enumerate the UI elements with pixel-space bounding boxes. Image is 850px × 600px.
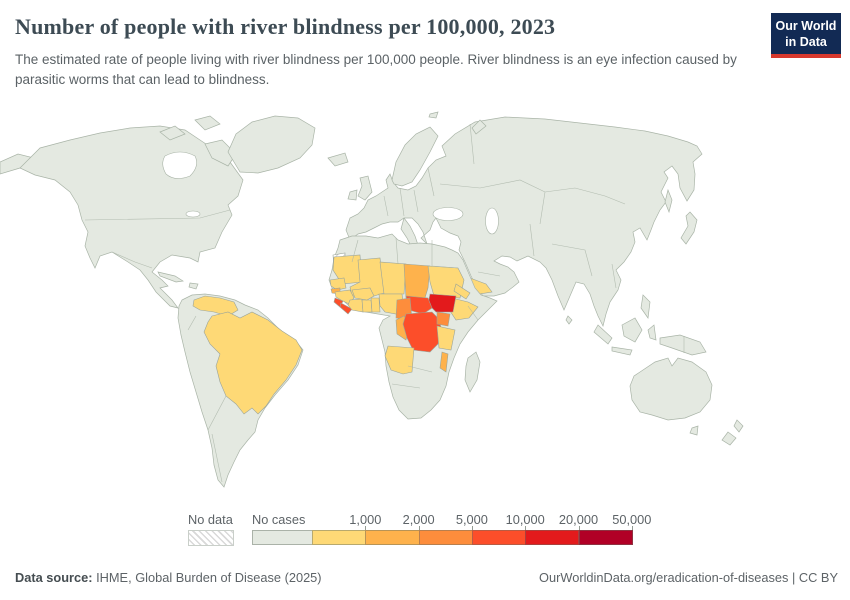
region-ireland[interactable] xyxy=(347,189,358,201)
great-lakes xyxy=(185,210,201,218)
country-malawi[interactable] xyxy=(439,351,449,373)
legend-tick xyxy=(365,526,367,530)
black-sea xyxy=(432,207,464,221)
country-ghana[interactable] xyxy=(361,299,373,313)
legend-bin-label-6: 50,000 xyxy=(612,512,652,527)
country-venezuela[interactable] xyxy=(192,295,239,317)
owid-logo: Our World in Data xyxy=(771,13,841,59)
country-uganda[interactable] xyxy=(436,311,451,327)
region-sumatra[interactable] xyxy=(593,324,613,345)
region-java[interactable] xyxy=(611,346,633,356)
region-borneo[interactable] xyxy=(621,317,643,343)
data-source-text: IHME, Global Burden of Disease (2025) xyxy=(92,570,322,585)
region-sulawesi[interactable] xyxy=(647,324,657,341)
legend-bin-label-5: 20,000 xyxy=(558,512,599,527)
region-madagascar[interactable] xyxy=(464,351,481,393)
country-togo-benin[interactable] xyxy=(370,297,381,313)
region-sakhalin[interactable] xyxy=(664,188,673,214)
legend-tick xyxy=(471,526,473,530)
map-legend: No data No cases 1,000 2,000 5,000 10,000 20,… xyxy=(0,512,850,554)
legend-color-bar: No cases 1,000 2,000 5,000 10,000 20,000 50,00… xyxy=(252,512,651,548)
country-angola[interactable] xyxy=(384,345,415,375)
region-philippines[interactable] xyxy=(640,294,651,319)
legend-no-data: No data xyxy=(188,512,234,546)
legend-bin-label-2: 2,000 xyxy=(402,512,435,527)
legend-tick xyxy=(578,526,580,530)
region-scandinavia[interactable] xyxy=(391,126,439,187)
world-map[interactable] xyxy=(0,104,850,508)
region-new-guinea[interactable] xyxy=(659,334,707,356)
chart-subtitle: The estimated rate of people living with… xyxy=(15,52,737,88)
country-niger[interactable] xyxy=(379,261,407,295)
legend-bin-4[interactable] xyxy=(471,530,527,545)
country-eritrea[interactable] xyxy=(453,283,471,300)
country-dr-congo[interactable] xyxy=(402,311,443,353)
legend-bin-label-3: 5,000 xyxy=(455,512,488,527)
region-sri-lanka[interactable] xyxy=(565,315,573,325)
region-united-kingdom[interactable] xyxy=(357,175,373,201)
region-greenland[interactable] xyxy=(227,115,316,174)
region-arctic-islands[interactable] xyxy=(159,115,237,167)
region-svalbard[interactable] xyxy=(428,111,439,119)
legend-tick xyxy=(631,526,633,530)
attribution-note: OurWorldinData.org/eradication-of-diseas… xyxy=(539,570,838,585)
country-borders xyxy=(84,123,685,483)
country-senegal[interactable] xyxy=(329,277,347,291)
region-caribbean[interactable] xyxy=(157,271,199,290)
owid-url: OurWorldinData.org/eradication-of-diseas… xyxy=(539,570,789,585)
legend-bin-6[interactable] xyxy=(578,530,633,545)
country-tanzania[interactable] xyxy=(436,325,456,351)
country-liberia[interactable] xyxy=(339,302,353,315)
page-title: Number of people with river blindness pe… xyxy=(15,14,556,39)
country-brazil[interactable] xyxy=(203,311,303,415)
no-data-swatch[interactable] xyxy=(188,530,234,546)
country-chad[interactable] xyxy=(403,263,431,302)
region-iceland[interactable] xyxy=(327,152,349,167)
legend-bin-5[interactable] xyxy=(525,530,580,545)
region-japan[interactable] xyxy=(680,211,698,245)
license-label: CC BY xyxy=(798,570,838,585)
legend-bin-3[interactable] xyxy=(418,530,473,545)
country-mauritania[interactable] xyxy=(332,254,363,285)
legend-bin-label-0: No cases xyxy=(252,512,306,527)
legend-tick xyxy=(525,526,527,530)
legend-bin-label-1: 1,000 xyxy=(349,512,382,527)
world-map-svg xyxy=(0,111,744,488)
legend-bin-2[interactable] xyxy=(365,530,420,545)
region-novaya-zemlya[interactable] xyxy=(471,119,487,135)
data-source-label: Data source: xyxy=(15,570,93,585)
region-eurasia[interactable] xyxy=(345,116,703,328)
owid-logo-line2: in Data xyxy=(785,34,827,49)
country-cote-divoire[interactable] xyxy=(347,298,364,313)
owid-logo-line1: Our World xyxy=(775,19,837,33)
hudson-bay xyxy=(162,151,197,179)
legend-bin-1[interactable] xyxy=(312,530,367,545)
region-australia[interactable] xyxy=(629,357,713,421)
legend-tick xyxy=(418,526,420,530)
region-tasmania[interactable] xyxy=(689,425,699,436)
country-burkina-faso[interactable] xyxy=(351,287,375,301)
caspian-sea xyxy=(485,207,499,235)
data-source-note: Data source: IHME, Global Burden of Dise… xyxy=(15,570,322,585)
region-new-zealand[interactable] xyxy=(721,419,744,446)
legend-bin-0[interactable] xyxy=(252,530,313,545)
legend-no-data-label: No data xyxy=(188,512,233,527)
legend-bin-label-4: 10,000 xyxy=(505,512,545,527)
